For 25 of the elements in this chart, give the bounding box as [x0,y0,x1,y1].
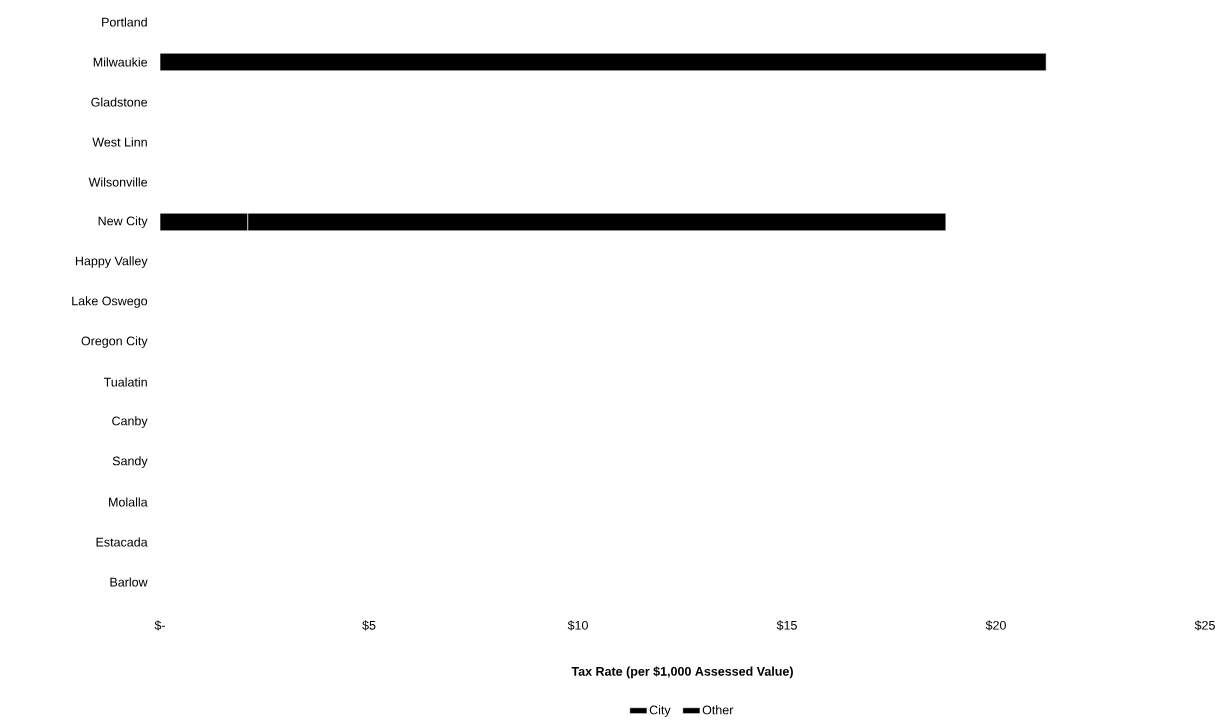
x-axis-title: Tax Rate (per $1,000 Assessed Value) [571,666,793,679]
y-tick-label: Canby [112,416,148,428]
y-tick-label: Sandy [112,456,148,468]
x-tick-label: $- [154,620,166,631]
y-tick-label: Gladstone [91,97,148,107]
x-tick-label: $15 [776,620,797,631]
y-tick-label: Lake Oswego [72,296,148,308]
y-tick-label: New City [98,216,148,228]
y-tick-label: Happy Valley [75,256,148,268]
legend-label: Other [702,705,734,715]
y-tick-label: Tualatin [103,377,147,387]
legend-label: City [649,705,671,717]
y-tick-label: Milwaukie [93,57,148,67]
bar [159,52,1047,72]
y-tick-label: Wilsonville [88,177,148,187]
x-tick-label: $20 [985,620,1006,631]
x-tick-label: $10 [567,620,588,631]
y-tick-label: Estacada [96,537,148,547]
y-tick-label: Molalla [109,497,148,507]
x-tick-label: $5 [362,620,376,631]
y-tick-label: West Linn [92,137,147,147]
y-tick-label: Portland [102,17,147,27]
x-tick-label: $25 [1194,620,1215,631]
y-tick-label: Barlow [110,577,148,587]
y-tick-label: Oregon City [81,336,148,348]
